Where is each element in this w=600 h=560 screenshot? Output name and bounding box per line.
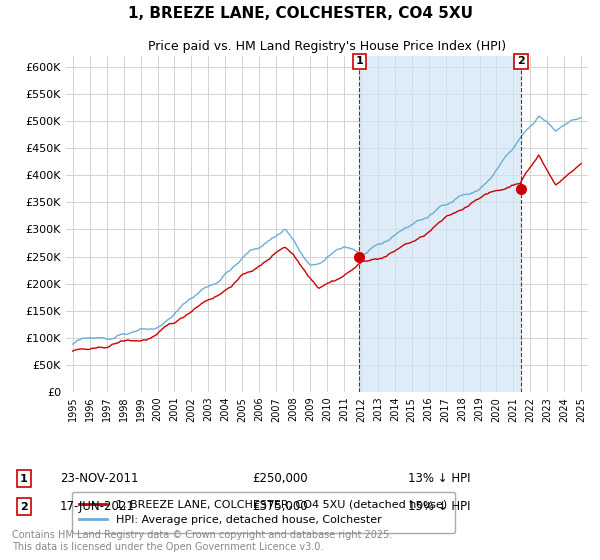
Text: 2: 2 (20, 502, 28, 512)
Text: £375,000: £375,000 (252, 500, 308, 514)
Text: £250,000: £250,000 (252, 472, 308, 486)
Bar (359, 56, 521, 392)
Legend: 1, BREEZE LANE, COLCHESTER, CO4 5XU (detached house), HPI: Average price, detach: 1, BREEZE LANE, COLCHESTER, CO4 5XU (det… (71, 492, 455, 533)
Text: 17-JUN-2021: 17-JUN-2021 (60, 500, 135, 514)
Text: 1: 1 (355, 57, 363, 67)
Text: 15% ↓ HPI: 15% ↓ HPI (408, 500, 470, 514)
Title: Price paid vs. HM Land Registry's House Price Index (HPI): Price paid vs. HM Land Registry's House … (148, 40, 506, 53)
Text: Contains HM Land Registry data © Crown copyright and database right 2025.
This d: Contains HM Land Registry data © Crown c… (12, 530, 392, 552)
Text: 23-NOV-2011: 23-NOV-2011 (60, 472, 139, 486)
Text: 2: 2 (517, 57, 525, 67)
Text: 1: 1 (20, 474, 28, 484)
Text: 13% ↓ HPI: 13% ↓ HPI (408, 472, 470, 486)
Text: 1, BREEZE LANE, COLCHESTER, CO4 5XU: 1, BREEZE LANE, COLCHESTER, CO4 5XU (128, 6, 473, 21)
